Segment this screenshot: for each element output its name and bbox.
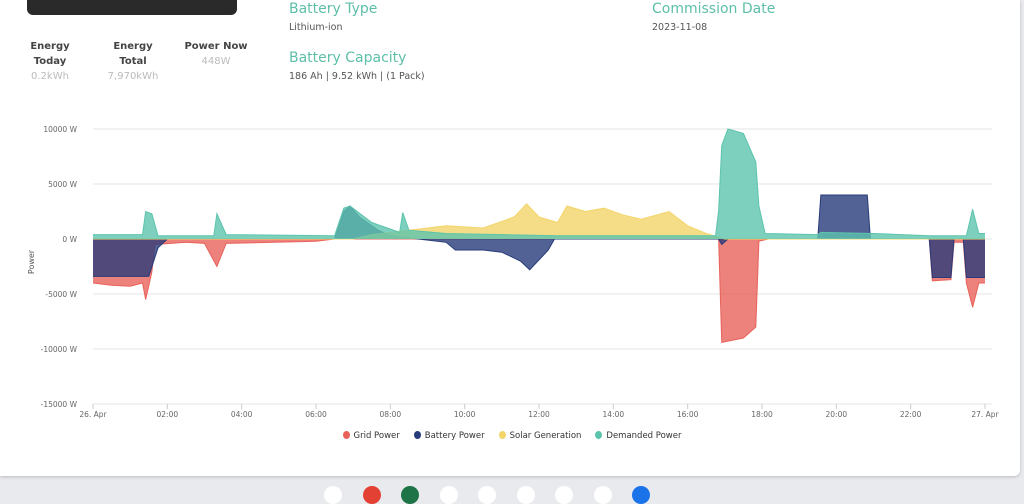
x-tick-label: 02:00 bbox=[157, 410, 179, 419]
x-tick-label: 26. Apr bbox=[79, 410, 107, 419]
y-tick-label: -15000 W bbox=[41, 400, 78, 409]
commission-date-label: Commission Date bbox=[652, 1, 776, 17]
legend-dot-icon bbox=[413, 431, 421, 439]
commission-date-value: 2023-11-08 bbox=[652, 22, 708, 33]
legend-dot-icon bbox=[342, 431, 350, 439]
legend-dot-icon bbox=[595, 431, 603, 439]
taskbar-app-icon[interactable] bbox=[362, 486, 381, 504]
taskbar-app-icon[interactable] bbox=[478, 486, 496, 504]
x-tick-label: 18:00 bbox=[751, 410, 773, 419]
stat-energy-total: Energy Total 7,970kWh bbox=[107, 41, 159, 82]
legend-item[interactable]: Grid Power bbox=[342, 431, 400, 441]
area-solar-generation bbox=[93, 203, 985, 239]
battery-type-value: Lithium-ion bbox=[289, 22, 343, 33]
chart-legend: Grid Power Battery Power Solar Generation D… bbox=[0, 431, 1024, 441]
y-tick-label: 0 W bbox=[62, 235, 77, 244]
x-tick-label: 04:00 bbox=[231, 410, 253, 419]
legend-label: Battery Power bbox=[424, 431, 485, 441]
taskbar-app-icon[interactable] bbox=[439, 486, 458, 504]
battery-type-label: Battery Type bbox=[289, 1, 378, 17]
taskbar-app-icon[interactable] bbox=[555, 486, 573, 504]
x-tick-label: 14:00 bbox=[603, 410, 625, 419]
x-tick-label: 06:00 bbox=[305, 410, 327, 419]
y-tick-label: 10000 W bbox=[43, 125, 77, 134]
inverter-card: Energy Today 0.2kWh Energy Total 7,970kWh Po… bbox=[0, 0, 1020, 476]
line-solar-generation bbox=[93, 203, 985, 240]
y-tick-label: 5000 W bbox=[48, 180, 77, 189]
taskbar-app-icon[interactable] bbox=[324, 486, 342, 504]
y-tick-label: -5000 W bbox=[45, 290, 77, 299]
x-tick-label: 27. Apr bbox=[971, 410, 999, 419]
x-tick-label: 10:00 bbox=[454, 410, 476, 419]
taskbar-app-icon[interactable] bbox=[593, 486, 612, 504]
x-tick-label: 12:00 bbox=[528, 410, 550, 419]
y-tick-label: -10000 W bbox=[41, 345, 78, 354]
legend-label: Demanded Power bbox=[606, 431, 682, 441]
taskbar-app-icon[interactable] bbox=[632, 486, 650, 504]
legend-item[interactable]: Solar Generation bbox=[498, 431, 582, 441]
legend-dot-icon bbox=[498, 431, 506, 439]
line-grid-power bbox=[92, 238, 985, 344]
legend-item[interactable]: Battery Power bbox=[413, 431, 485, 441]
stat-energy-today: Energy Today 0.2kWh bbox=[30, 41, 70, 82]
stat-power-now: Power Now 448W bbox=[184, 41, 248, 67]
line-demanded-power bbox=[93, 128, 985, 237]
x-tick-label: 16:00 bbox=[677, 410, 699, 419]
y-axis-label: Power bbox=[27, 249, 36, 274]
battery-capacity-value: 186 Ah | 9.52 kWh | (1 Pack) bbox=[289, 71, 425, 82]
legend-label: Solar Generation bbox=[509, 431, 582, 441]
device-image bbox=[27, 0, 237, 15]
taskbar-app-icon[interactable] bbox=[401, 486, 419, 504]
taskbar-app-icon[interactable] bbox=[516, 486, 535, 504]
legend-label: Grid Power bbox=[353, 431, 400, 441]
x-tick-label: 20:00 bbox=[826, 410, 848, 419]
legend-item[interactable]: Demanded Power bbox=[595, 431, 681, 441]
x-tick-label: 08:00 bbox=[380, 410, 402, 419]
battery-capacity-label: Battery Capacity bbox=[289, 50, 407, 66]
x-tick-label: 22:00 bbox=[900, 410, 922, 419]
